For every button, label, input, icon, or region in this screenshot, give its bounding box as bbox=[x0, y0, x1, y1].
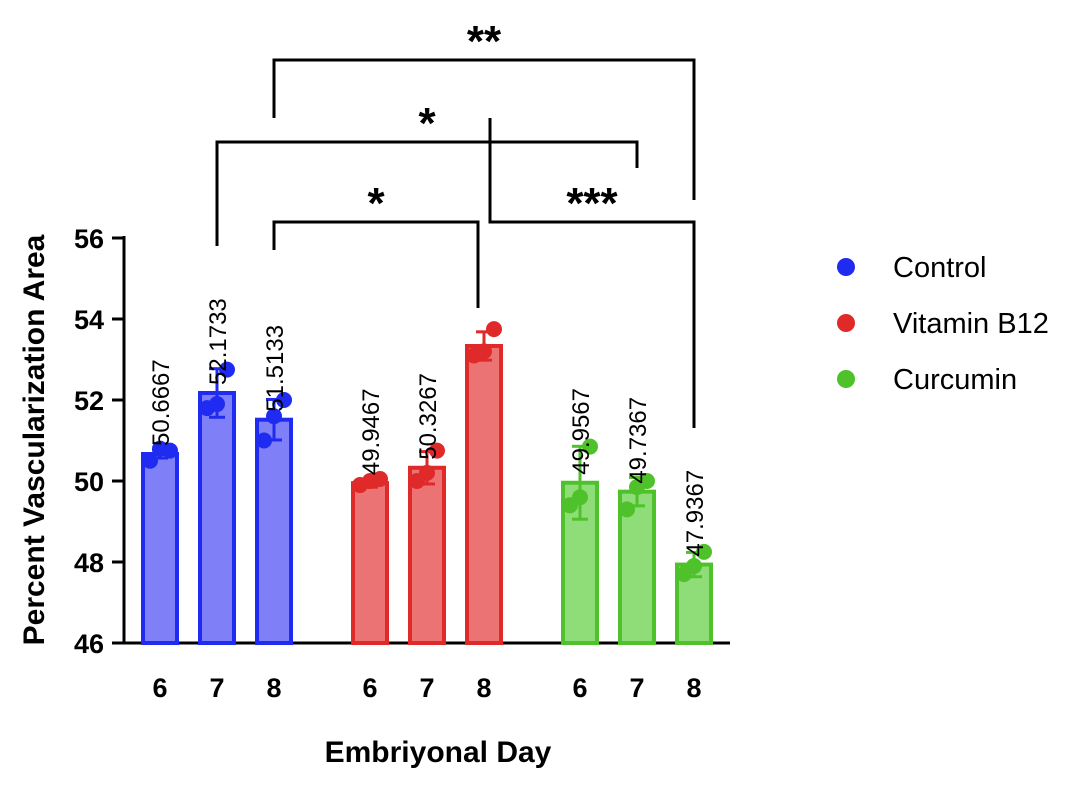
data-label: 52.1733 bbox=[205, 298, 232, 385]
data-point bbox=[686, 558, 702, 575]
data-point bbox=[256, 432, 272, 449]
legend: Control Vitamin B12 Curcumin bbox=[837, 252, 1049, 396]
data-point bbox=[419, 464, 435, 481]
data-point bbox=[372, 470, 388, 487]
y-tick-label: 54 bbox=[74, 305, 104, 335]
data-label: 50.3267 bbox=[415, 373, 442, 460]
data-label: 49.9567 bbox=[568, 388, 595, 475]
data-point bbox=[266, 408, 282, 425]
data-label: 47.9367 bbox=[682, 470, 709, 557]
data-point bbox=[486, 321, 502, 338]
legend-label: Vitamin B12 bbox=[893, 308, 1049, 340]
legend-label: Control bbox=[893, 252, 987, 284]
significance-label: * bbox=[367, 179, 385, 228]
legend-marker bbox=[837, 314, 855, 332]
bar bbox=[408, 465, 446, 645]
x-tick-label: 7 bbox=[629, 673, 644, 703]
data-point bbox=[582, 438, 598, 455]
y-tick-label: 46 bbox=[74, 629, 104, 659]
data-label: 51.5133 bbox=[262, 325, 289, 412]
data-label: 49.9467 bbox=[358, 388, 385, 475]
data-point bbox=[639, 473, 655, 489]
x-tick-label: 6 bbox=[572, 673, 587, 703]
x-tick-label: 8 bbox=[266, 673, 281, 703]
legend-label: Curcumin bbox=[893, 364, 1017, 396]
y-tick-label: 48 bbox=[74, 548, 104, 578]
x-tick-label: 7 bbox=[209, 673, 224, 703]
data-point bbox=[219, 361, 235, 378]
bar bbox=[141, 451, 179, 645]
data-point bbox=[429, 442, 445, 459]
significance-bracket bbox=[272, 220, 480, 308]
significance-bracket bbox=[272, 58, 696, 200]
y-axis-title: Percent Vascularization Area bbox=[18, 234, 51, 645]
bar bbox=[255, 417, 293, 646]
data-point bbox=[572, 489, 588, 506]
bar bbox=[351, 481, 389, 646]
data-point bbox=[476, 343, 492, 360]
plot-area: 46 48 50 52 54 56 50.6667 6 52.1733 7 51.5133 8 49.9… bbox=[74, 17, 730, 703]
data-point bbox=[619, 501, 635, 518]
data-point bbox=[142, 452, 158, 469]
data-label: 50.6667 bbox=[148, 359, 175, 446]
x-tick-label: 6 bbox=[152, 673, 167, 703]
y-tick-label: 50 bbox=[74, 467, 104, 497]
significance-label: * bbox=[418, 99, 436, 148]
x-tick-label: 7 bbox=[419, 673, 434, 703]
x-axis-title: Embriyonal Day bbox=[325, 736, 552, 769]
data-point bbox=[162, 442, 178, 459]
x-tick-label: 8 bbox=[686, 673, 701, 703]
significance-bracket bbox=[215, 140, 639, 246]
data-point bbox=[209, 396, 225, 413]
y-tick-label: 52 bbox=[74, 386, 104, 416]
significance-label: *** bbox=[566, 179, 618, 228]
data-label: 49.7367 bbox=[625, 397, 652, 484]
data-point bbox=[696, 543, 712, 560]
bar bbox=[198, 390, 236, 645]
y-tick-label: 56 bbox=[74, 224, 104, 254]
legend-marker bbox=[837, 370, 855, 388]
significance-bracket bbox=[488, 118, 696, 428]
x-tick-label: 8 bbox=[476, 673, 491, 703]
legend-marker bbox=[837, 258, 855, 276]
data-point bbox=[276, 392, 292, 408]
x-tick-label: 6 bbox=[362, 673, 377, 703]
bar bbox=[465, 344, 503, 645]
significance-label: ** bbox=[467, 17, 502, 66]
